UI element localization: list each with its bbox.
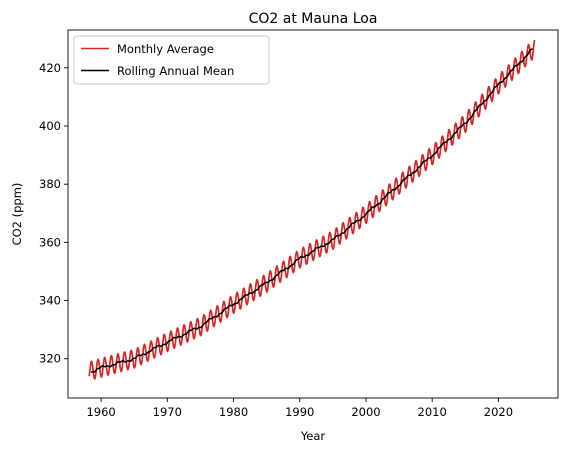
series-line-monthly-average bbox=[88, 39, 536, 380]
x-tick-label: 2010 bbox=[418, 405, 447, 419]
x-tick-label: 1960 bbox=[86, 405, 115, 419]
x-tick-label: 1970 bbox=[153, 405, 182, 419]
legend-box bbox=[73, 35, 270, 85]
x-tick-label: 1980 bbox=[219, 405, 248, 419]
x-tick-label: 2000 bbox=[351, 405, 380, 419]
legend-label-rolling-annual-mean: Rolling Annual Mean bbox=[117, 64, 234, 78]
y-axis-ticks: 320 340 360 380 400 420 bbox=[39, 61, 68, 366]
axes-frame bbox=[67, 29, 559, 399]
y-tick-label: 380 bbox=[39, 177, 61, 191]
x-tick-label: 1990 bbox=[285, 405, 314, 419]
y-tick-label: 340 bbox=[39, 294, 61, 308]
y-tick-label: 360 bbox=[39, 235, 61, 249]
plot-area: 1960 1970 1980 1990 2000 2010 2020 320 340 360 38… bbox=[39, 29, 559, 419]
y-tick-label: 400 bbox=[39, 119, 61, 133]
series-line-rolling-annual-mean bbox=[90, 48, 533, 374]
series-layer bbox=[88, 39, 536, 380]
x-axis-ticks: 1960 1970 1980 1990 2000 2010 2020 bbox=[86, 398, 513, 419]
legend: Monthly Average Rolling Annual Mean bbox=[73, 35, 270, 85]
x-tick-label: 2020 bbox=[484, 405, 513, 419]
legend-label-monthly-average: Monthly Average bbox=[117, 42, 214, 56]
y-tick-label: 420 bbox=[39, 61, 61, 75]
chart-title: CO2 at Mauna Loa bbox=[249, 11, 378, 27]
y-tick-label: 320 bbox=[39, 352, 61, 366]
x-axis-label: Year bbox=[300, 429, 326, 443]
y-axis-label: CO2 (ppm) bbox=[10, 183, 24, 246]
